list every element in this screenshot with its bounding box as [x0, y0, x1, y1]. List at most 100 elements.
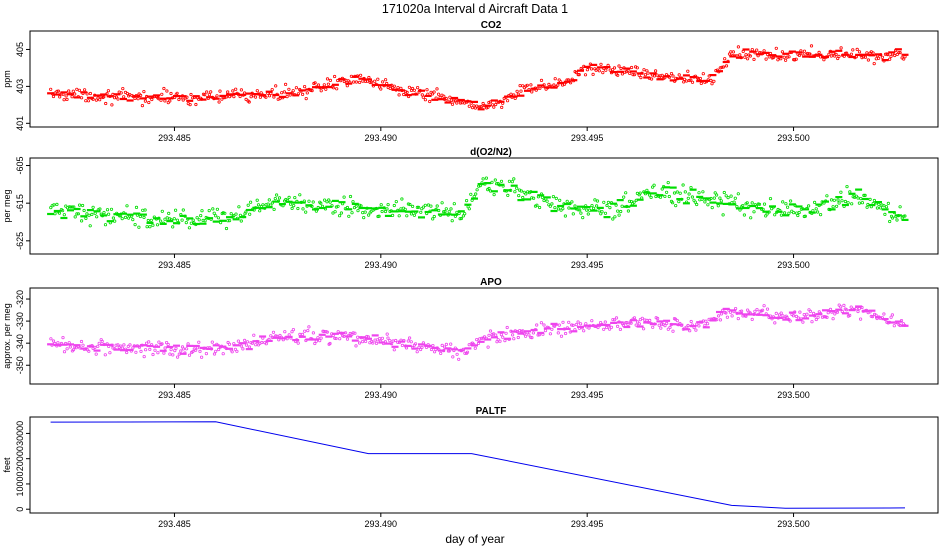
data-point: [116, 97, 120, 101]
data-point: [697, 191, 701, 195]
data-point: [169, 347, 173, 352]
data-point: [611, 217, 615, 221]
data-point: [276, 97, 280, 101]
data-point: [512, 337, 516, 341]
data-point: [611, 317, 615, 322]
data-point: [635, 320, 640, 324]
data-point: [624, 191, 628, 195]
data-point: [241, 347, 245, 351]
data-point: [486, 345, 490, 349]
data-point: [155, 223, 160, 227]
data-point: [648, 318, 652, 322]
data-point: [452, 202, 456, 206]
data-point: [858, 317, 863, 321]
data-point: [785, 55, 789, 59]
data-point: [762, 304, 766, 308]
data-point: [261, 203, 265, 207]
data-point: [143, 99, 147, 103]
data-point: [638, 191, 642, 195]
data-point: [831, 317, 835, 321]
data-point: [181, 98, 185, 102]
data-point: [538, 86, 542, 90]
data-point: [597, 69, 601, 73]
data-point: [351, 80, 356, 84]
data-point: [244, 210, 248, 214]
data-point: [79, 339, 84, 344]
data-point: [327, 198, 331, 202]
data-point: [70, 205, 74, 209]
y-tick-label: -340: [15, 334, 25, 352]
data-point: [481, 101, 485, 106]
data-point: [601, 71, 605, 75]
data-point: [239, 88, 243, 92]
data-point: [723, 57, 727, 61]
data-point: [296, 341, 300, 345]
data-point: [64, 204, 68, 208]
data-point: [325, 330, 329, 334]
data-point: [235, 349, 239, 353]
data-point: [80, 219, 84, 223]
data-point: [147, 340, 151, 344]
data-point: [166, 342, 170, 347]
data-point: [895, 52, 899, 57]
data-point: [449, 342, 453, 346]
data-point: [650, 185, 655, 189]
data-point: [583, 73, 588, 77]
data-point: [604, 68, 608, 72]
data-point: [892, 324, 896, 328]
data-point: [849, 305, 853, 309]
data-point: [749, 216, 753, 220]
data-point: [328, 78, 332, 83]
data-point: [863, 193, 867, 197]
data-point: [75, 87, 79, 91]
data-point: [862, 193, 866, 197]
data-point: [798, 310, 802, 314]
data-point: [599, 62, 603, 66]
data-point: [145, 225, 149, 229]
data-point: [725, 315, 730, 319]
data-point: [184, 221, 188, 225]
data-point: [542, 198, 546, 203]
data-point: [122, 343, 126, 347]
y-tick-label: 0: [15, 507, 25, 512]
data-point: [529, 83, 533, 87]
data-point: [67, 205, 72, 209]
data-point: [443, 210, 447, 214]
data-point: [167, 211, 171, 215]
data-point: [629, 321, 633, 325]
data-point: [509, 92, 513, 96]
data-point: [88, 224, 92, 228]
data-point: [571, 212, 575, 216]
data-point: [67, 89, 71, 93]
data-point: [435, 87, 439, 91]
data-point: [58, 95, 62, 99]
data-point: [412, 88, 416, 92]
data-point: [65, 347, 69, 351]
altitude-line: [50, 421, 906, 509]
data-point: [811, 311, 816, 315]
data-point: [836, 198, 840, 202]
data-point: [397, 93, 401, 97]
ylabel-o2n2: per meg: [2, 189, 12, 222]
data-point: [553, 206, 557, 210]
data-point: [578, 208, 582, 212]
data-point: [245, 340, 250, 344]
data-point: [796, 213, 800, 218]
data-point: [83, 88, 87, 92]
data-point: [647, 193, 652, 197]
data-point: [860, 55, 864, 60]
data-point: [405, 90, 409, 95]
data-point: [697, 324, 701, 328]
data-point: [504, 331, 508, 335]
data-point: [493, 178, 497, 182]
data-point: [62, 350, 67, 354]
data-point: [600, 210, 604, 214]
data-point: [729, 50, 733, 54]
data-point: [90, 212, 94, 216]
data-point: [181, 208, 185, 212]
data-point: [447, 210, 451, 214]
data-point: [499, 332, 503, 337]
data-point: [285, 95, 289, 99]
data-point: [500, 105, 504, 110]
data-point: [744, 53, 748, 57]
